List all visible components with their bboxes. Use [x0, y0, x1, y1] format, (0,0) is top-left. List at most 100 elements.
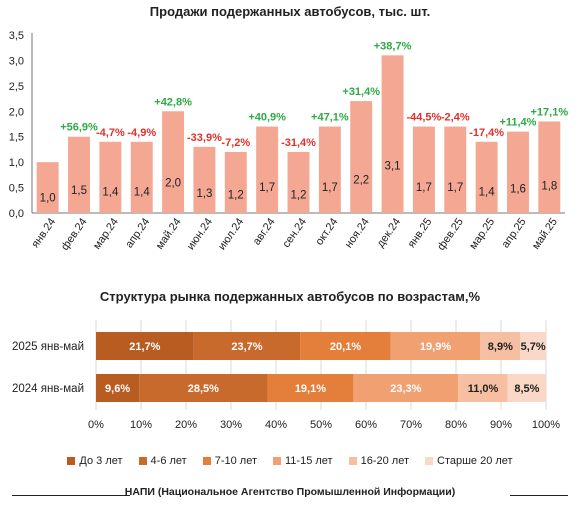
- x-tick-label: 60%: [355, 419, 377, 431]
- change-label: -4,7%: [96, 127, 125, 139]
- bar-value-label: 1,7: [416, 182, 432, 194]
- stack-segment: [96, 374, 140, 402]
- legend-label-4: 16-20 лет: [360, 455, 409, 467]
- segment-label: 23,7%: [231, 341, 262, 353]
- chart2-title: Структура рынка подержанных автобусов по…: [99, 289, 481, 304]
- bar: [224, 151, 247, 213]
- segment-label: 5,7%: [521, 341, 546, 353]
- segment-label: 19,1%: [295, 383, 326, 395]
- x-tick-label: 90%: [490, 419, 512, 431]
- legend-swatch-0: [67, 457, 76, 465]
- category-label: 2024 янв-май: [12, 383, 84, 395]
- stack-segment: [390, 332, 481, 360]
- bar: [256, 126, 279, 213]
- legend-swatch-4: [348, 457, 357, 465]
- legend-swatch-2: [202, 457, 211, 465]
- x-tick-label: 10%: [130, 419, 152, 431]
- change-label: -7,2%: [221, 137, 250, 149]
- change-label: +31,4%: [342, 86, 380, 98]
- segment-label: 11,0%: [468, 383, 499, 395]
- y-tick-label: 0,0: [9, 208, 24, 220]
- bar: [475, 141, 498, 213]
- change-label: +40,9%: [248, 112, 286, 124]
- bar-value-label: 1,4: [479, 187, 496, 199]
- stack-segment: [507, 374, 546, 402]
- segment-label: 8,9%: [488, 341, 513, 353]
- legend-item-4: 16-20 лет: [348, 455, 409, 467]
- x-tick-label: 0%: [88, 419, 104, 431]
- legend-item-2: 7-10 лет: [202, 455, 257, 467]
- stack-segment: [480, 332, 521, 360]
- bar-value-label: 1,7: [447, 182, 463, 194]
- change-label: +17,1%: [531, 106, 569, 118]
- change-label: -4,9%: [127, 127, 156, 139]
- bar: [412, 126, 435, 213]
- x-tick-label: 70%: [400, 419, 422, 431]
- change-label: +47,1%: [311, 112, 349, 124]
- bar-value-label: 2,0: [165, 177, 181, 189]
- y-tick-label: 2,0: [9, 106, 24, 118]
- x-tick-label: 20%: [175, 419, 197, 431]
- y-tick-label: 0,5: [9, 183, 24, 195]
- footer-source: НАПИ (Национальное Агентство Промышленно…: [124, 486, 456, 498]
- bar-value-label: 2,2: [353, 174, 369, 186]
- change-label: +11,4%: [499, 117, 536, 129]
- change-label: -33,9%: [187, 132, 222, 144]
- change-label: +56,9%: [60, 122, 98, 134]
- segment-label: 21,7%: [129, 341, 160, 353]
- legend-label-2: 7-10 лет: [214, 455, 257, 467]
- y-tick-label: 1,0: [9, 157, 24, 169]
- segment-label: 23,3%: [390, 383, 421, 395]
- bar: [193, 146, 216, 213]
- legend-item-5: Старше 20 лет: [425, 455, 513, 467]
- bar-value-label: 1,0: [40, 193, 56, 205]
- stack-segment: [458, 374, 508, 402]
- bar: [130, 141, 153, 213]
- stack-segment: [139, 374, 268, 402]
- segment-label: 19,9%: [420, 341, 451, 353]
- segment-label: 8,5%: [514, 383, 539, 395]
- bar-value-label: 1,4: [102, 187, 119, 199]
- change-label: -44,5%: [406, 112, 441, 124]
- bar-value-label: 1,6: [510, 184, 526, 196]
- bar: [444, 126, 467, 213]
- x-tick-label: 40%: [265, 419, 287, 431]
- bar-value-label: 1,3: [196, 188, 212, 200]
- stack-segment: [353, 374, 459, 402]
- bar-value-label: 1,7: [259, 182, 275, 194]
- x-tick-label: 30%: [220, 419, 242, 431]
- footer-line-left: [12, 495, 130, 496]
- legend-swatch-1: [138, 457, 147, 465]
- stack-segment: [520, 332, 546, 360]
- stack-segment: [267, 374, 354, 402]
- bar-value-label: 3,1: [385, 161, 401, 173]
- y-tick-label: 1,5: [9, 132, 24, 144]
- legend-label-5: Старше 20 лет: [437, 455, 513, 467]
- bar: [68, 136, 91, 213]
- stack-segment: [300, 332, 391, 360]
- change-label: +38,7%: [374, 40, 412, 52]
- bar-value-label: 1,2: [291, 190, 307, 202]
- footer-line-right: [510, 495, 568, 496]
- stack-segment: [96, 332, 194, 360]
- x-tick-label: 100%: [532, 419, 560, 431]
- change-label: -17,4%: [469, 127, 504, 139]
- category-label: 2025 янв-май: [12, 341, 84, 353]
- segment-label: 20,1%: [330, 341, 361, 353]
- legend-item-3: 11-15 лет: [273, 455, 333, 467]
- bar: [350, 101, 373, 213]
- legend-swatch-5: [425, 457, 433, 465]
- bar: [99, 141, 122, 213]
- age-legend: До 3 лет 4-6 лет 7-10 лет 11-15 лет 16-2…: [0, 455, 580, 467]
- bar-value-label: 1,7: [322, 182, 338, 194]
- bar-value-label: 1,5: [71, 185, 87, 197]
- bar: [287, 151, 310, 213]
- change-label: +42,8%: [154, 96, 192, 108]
- y-tick-label: 3,0: [9, 55, 24, 67]
- x-tick-label: 80%: [445, 419, 467, 431]
- legend-label-0: До 3 лет: [79, 455, 123, 467]
- legend-swatch-3: [273, 457, 281, 465]
- legend-item-0: До 3 лет: [67, 455, 123, 467]
- segment-label: 9,6%: [105, 383, 130, 395]
- legend-label-1: 4-6 лет: [150, 455, 187, 467]
